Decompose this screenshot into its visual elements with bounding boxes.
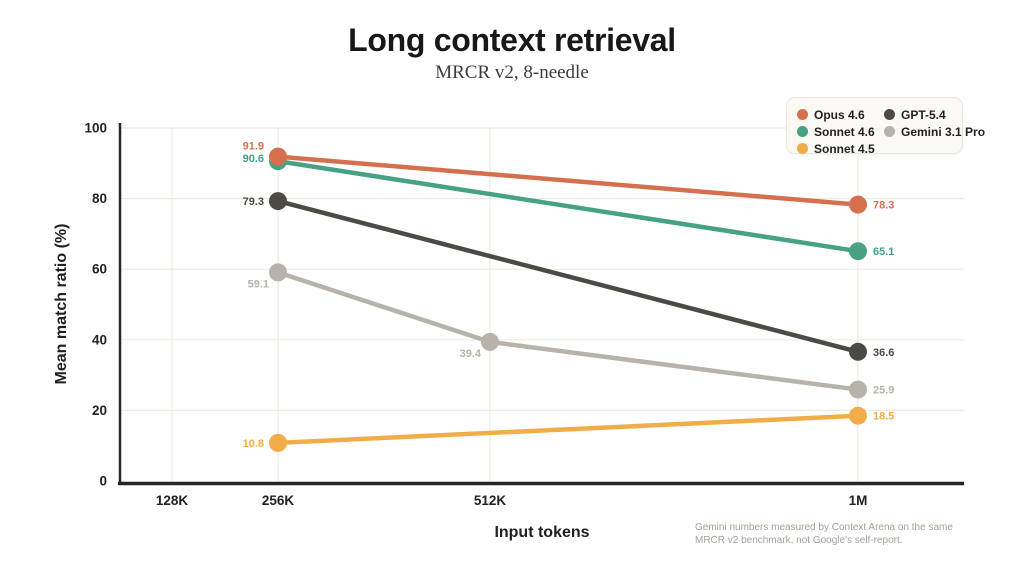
x-tick-label: 256K [262, 493, 295, 508]
legend: Opus 4.6 Sonnet 4.6 Sonnet 4.5 GPT-5.4 Gemin… [786, 97, 985, 157]
data-point-sonnet-4-6 [849, 242, 867, 261]
data-point-gemini-3-1-pro [481, 332, 499, 351]
data-point-gemini-3-1-pro [849, 380, 867, 399]
legend-item-gemini-3-1-pro: Gemini 3.1 Pro [884, 123, 985, 140]
legend-label: Sonnet 4.6 [814, 124, 875, 139]
data-point-gpt-5-4 [269, 192, 287, 211]
y-tick-label: 0 [99, 474, 107, 489]
x-axis-label: Input tokens [494, 524, 590, 541]
legend-label: Opus 4.6 [814, 107, 865, 122]
series-line-sonnet-4-6 [275, 158, 861, 254]
footnote: Gemini numbers measured by Context Arena… [695, 522, 953, 546]
data-point-sonnet-4-5 [849, 406, 867, 425]
value-label-sonnet-4-6: 65.1 [873, 246, 894, 258]
value-label-opus-4-6: 91.9 [243, 141, 264, 153]
x-tick-label: 128K [156, 493, 189, 508]
legend-swatch-gemini-3-1-pro [884, 126, 895, 137]
x-tick-label: 1M [849, 493, 868, 508]
series-line-opus-4-6 [275, 154, 861, 207]
legend-item-opus-4-6: Opus 4.6 [797, 106, 884, 123]
x-tick-label: 512K [474, 493, 507, 508]
y-tick-label: 100 [84, 121, 107, 136]
value-label-sonnet-4-5: 10.8 [243, 438, 264, 450]
legend-label: GPT-5.4 [901, 107, 946, 122]
legend-item-sonnet-4-5: Sonnet 4.5 [797, 140, 884, 157]
value-label-gemini-3-1-pro: 25.9 [873, 385, 894, 397]
value-label-gpt-5-4: 79.3 [243, 196, 264, 208]
chart-subtitle: MRCR v2, 8-needle [435, 62, 589, 83]
value-label-gpt-5-4: 36.6 [873, 347, 894, 359]
legend-swatch-opus-4-6 [797, 109, 808, 120]
y-tick-label: 20 [92, 403, 107, 418]
y-axis-label: Mean match ratio (%) [53, 223, 70, 385]
data-point-opus-4-6 [269, 147, 287, 166]
value-label-gemini-3-1-pro: 59.1 [248, 278, 269, 290]
value-label-sonnet-4-6: 90.6 [243, 153, 264, 165]
legend-swatch-sonnet-4-6 [797, 126, 808, 137]
series-line-sonnet-4-5 [275, 413, 861, 446]
data-point-sonnet-4-5 [269, 433, 287, 452]
data-point-opus-4-6 [849, 195, 867, 214]
legend-swatch-gpt-5-4 [884, 109, 895, 120]
value-label-gemini-3-1-pro: 39.4 [460, 348, 482, 360]
legend-swatch-sonnet-4-5 [797, 143, 808, 154]
chart-title: Long context retrieval [348, 22, 676, 58]
data-point-gemini-3-1-pro [269, 263, 287, 282]
legend-label: Sonnet 4.5 [814, 141, 875, 156]
legend-item-gpt-5-4: GPT-5.4 [884, 106, 985, 123]
y-tick-label: 60 [92, 262, 107, 277]
legend-item-sonnet-4-6: Sonnet 4.6 [797, 123, 884, 140]
value-label-opus-4-6: 78.3 [873, 200, 894, 212]
legend-label: Gemini 3.1 Pro [901, 124, 986, 139]
value-label-sonnet-4-5: 18.5 [873, 411, 894, 423]
data-point-gpt-5-4 [849, 342, 867, 361]
y-tick-label: 40 [92, 332, 107, 347]
y-tick-label: 80 [92, 191, 107, 206]
series-line-gpt-5-4 [275, 198, 861, 355]
